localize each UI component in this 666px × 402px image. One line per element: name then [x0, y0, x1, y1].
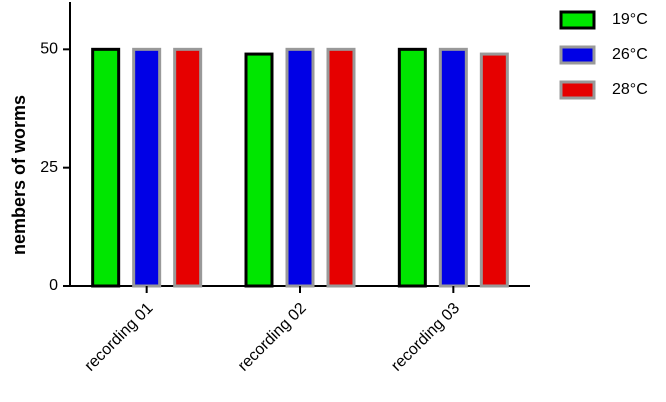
- legend-swatch: [559, 45, 596, 65]
- bar: [397, 47, 427, 288]
- y-tick-label: 50: [40, 41, 58, 58]
- legend-swatch: [559, 10, 596, 30]
- bar: [173, 47, 203, 288]
- y-tick-label: 25: [40, 159, 58, 176]
- bar: [91, 47, 121, 288]
- legend-label: 28°C: [612, 81, 648, 98]
- legend-swatch: [559, 80, 596, 100]
- bar: [244, 52, 274, 288]
- legend-label: 19°C: [612, 11, 648, 28]
- legend-label: 26°C: [612, 46, 648, 63]
- x-tick-label: recording 02: [235, 300, 310, 375]
- bar: [479, 52, 509, 288]
- x-tick-label: recording 01: [82, 300, 157, 375]
- y-tick-label: 0: [49, 277, 58, 294]
- y-axis-label: nembers of worms: [9, 95, 29, 255]
- bar: [132, 47, 162, 288]
- x-tick-label: recording 03: [388, 300, 463, 375]
- bar: [438, 47, 468, 288]
- bar: [285, 47, 315, 288]
- bar: [326, 47, 356, 288]
